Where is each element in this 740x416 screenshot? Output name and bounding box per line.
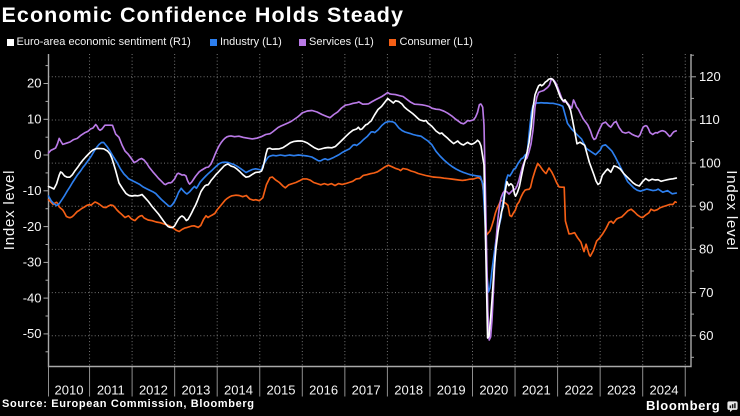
svg-text:Index level: Index level (723, 170, 740, 251)
svg-text:2015: 2015 (267, 383, 296, 398)
svg-text:100: 100 (699, 155, 721, 170)
svg-text:2021: 2021 (522, 383, 551, 398)
svg-text:-10: -10 (23, 183, 42, 198)
svg-text:2016: 2016 (309, 383, 338, 398)
svg-text:2011: 2011 (97, 383, 125, 398)
svg-text:10: 10 (27, 112, 41, 127)
svg-text:2010: 2010 (55, 383, 84, 398)
svg-text:90: 90 (699, 198, 713, 213)
svg-text:-50: -50 (23, 326, 42, 341)
svg-text:2012: 2012 (139, 383, 168, 398)
svg-text:2014: 2014 (224, 383, 253, 398)
svg-text:-40: -40 (23, 290, 42, 305)
svg-text:-20: -20 (23, 219, 42, 234)
svg-text:2017: 2017 (352, 383, 381, 398)
svg-text:70: 70 (699, 285, 713, 300)
svg-text:120: 120 (699, 69, 721, 84)
svg-text:80: 80 (699, 242, 713, 257)
svg-text:60: 60 (699, 328, 713, 343)
svg-text:2018: 2018 (394, 383, 423, 398)
svg-text:2022: 2022 (564, 383, 593, 398)
svg-text:-30: -30 (23, 255, 42, 270)
svg-text:2013: 2013 (181, 383, 210, 398)
svg-text:110: 110 (699, 112, 720, 127)
svg-text:20: 20 (27, 76, 41, 91)
svg-text:2020: 2020 (479, 383, 508, 398)
svg-text:Index level: Index level (1, 170, 18, 251)
svg-text:0: 0 (34, 147, 41, 162)
svg-text:2024: 2024 (650, 383, 679, 398)
svg-text:2019: 2019 (437, 383, 466, 398)
svg-text:2023: 2023 (607, 383, 636, 398)
